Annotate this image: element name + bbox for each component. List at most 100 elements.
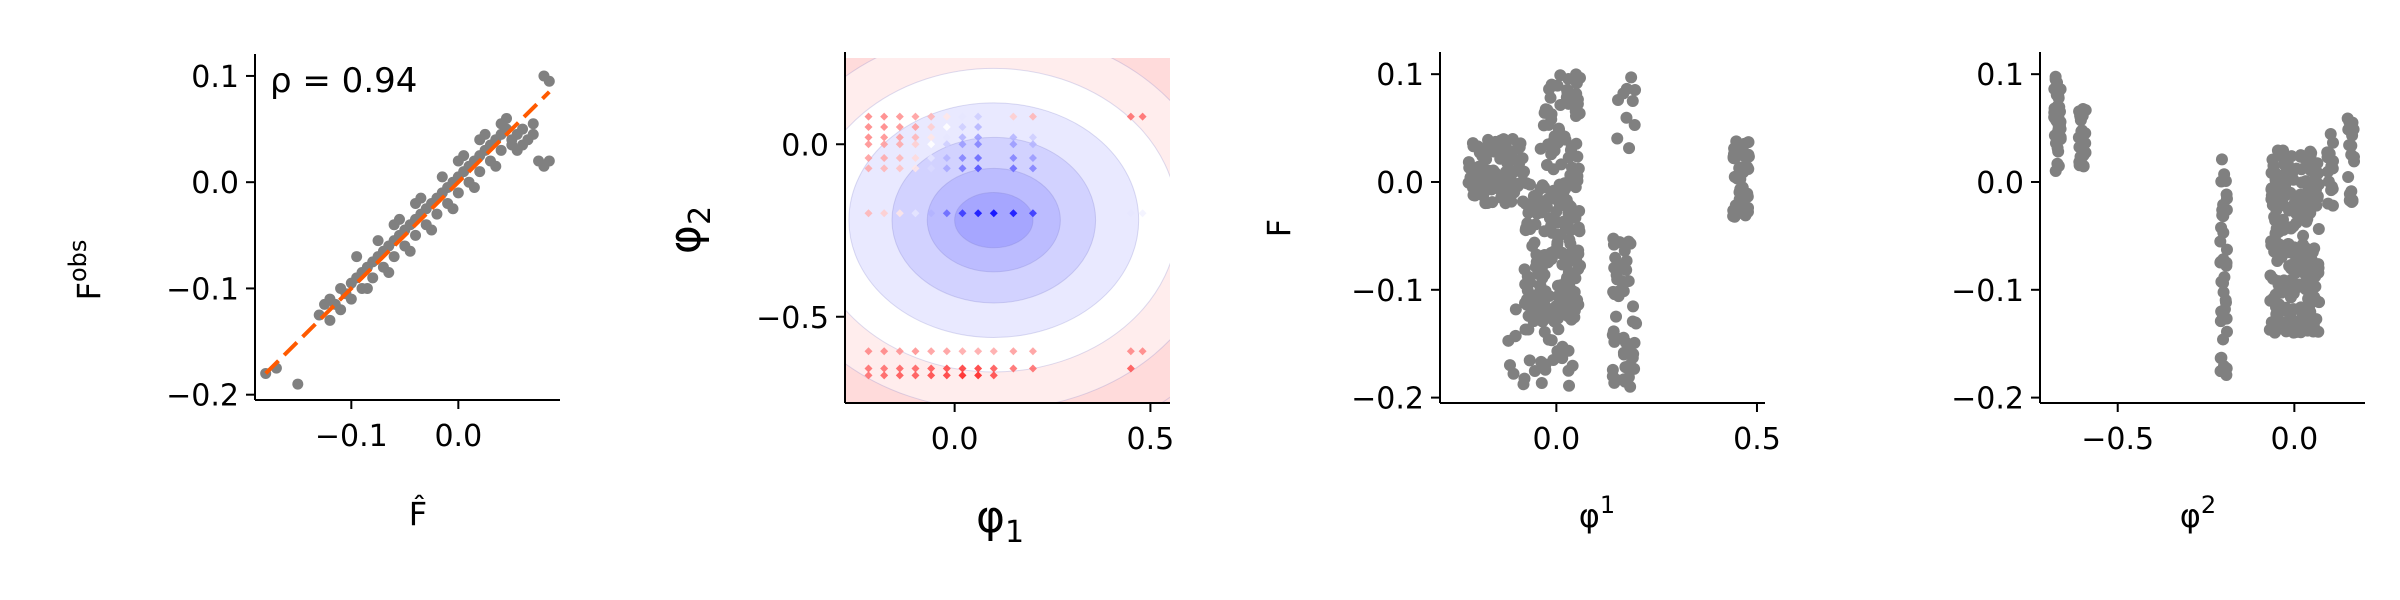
panel-3-data-point [1551,236,1564,249]
panel-2-marker [927,140,936,149]
panel-2-marker [1126,364,1135,373]
panel-3-data-point [1628,336,1641,349]
panel-1-y-tick-label: 0.1 [191,60,239,95]
panel-3-data-point [1516,152,1529,165]
panel-3-data-point [1734,173,1747,186]
panel-4-data-point [2052,85,2065,98]
panel-2-marker [895,154,904,163]
panel-3-data-point [1628,119,1641,132]
panel-2-marker [911,371,920,380]
panel-1-y-tick-label: −0.1 [166,272,239,307]
panel-3-data-point [1625,71,1638,84]
panel-2-marker [958,371,967,380]
panel-2-marker [1009,209,1018,218]
panel-1-data-point [447,203,459,215]
panel-4-data-point [2299,241,2312,254]
panel-3-data-point [1551,290,1564,303]
panel-2-marker [958,364,967,373]
panel-1-data-point [527,128,539,140]
panel-2-contours [845,58,1170,403]
panel-1-data-point [324,314,336,326]
panel-4-data-point [2054,132,2067,145]
panel-2-marker [1138,209,1147,218]
panel-3-data-point [1571,93,1584,106]
panel-3-data-point [1501,156,1514,169]
panel-4-data-point [2048,112,2061,125]
panel-4-data-point [2217,286,2230,299]
panel-1-data-point [495,144,507,156]
panel-4-data-point [2310,193,2323,206]
panel-3-data-point [1565,284,1578,297]
panel-4-data-point [2327,155,2340,168]
panel-3-x-tick-label: 0.5 [1733,422,1781,457]
panel-3-data-point [1630,317,1643,330]
panel-4-data-point [2214,352,2227,365]
panel-3-data-point [1548,306,1561,319]
panel-1-data-point [527,118,539,130]
panel-2-markers [864,112,1147,380]
panel-4-data-point [2321,165,2334,178]
panel-2-marker [942,140,951,149]
panel-2-marker [911,133,920,142]
panel-3-data-point [1509,330,1522,343]
panel-2-marker [911,123,920,131]
panel-2-marker [880,209,889,218]
panel-4-data-point [2049,165,2062,178]
panel-1-points [260,70,555,390]
panel-4-data-point [2079,104,2092,117]
panel-2-marker [989,371,998,380]
panel-2-marker [895,164,904,173]
panel-2-marker [880,371,889,380]
panel-4-data-point [2287,303,2300,316]
panel-2-marker [880,112,889,121]
panel-2-marker [911,164,920,173]
panel-3-data-point [1564,299,1577,312]
panel-2-marker [958,112,967,121]
panel-3-data-point [1523,354,1536,367]
panel-3-data-point [1622,235,1635,248]
panel-3-data-point [1613,259,1626,272]
panel-3-data-point [1544,91,1557,104]
panel-3-data-point [1555,158,1568,171]
panel-2-marker [927,123,936,131]
panel-3-data-point [1521,284,1534,297]
panel-1-data-point [474,134,486,146]
panel-1-y-tick-label: −0.2 [166,379,239,414]
panel-3-data-point [1553,247,1566,260]
panel-3-data-point [1572,244,1585,257]
panel-2-marker [1009,154,1018,163]
panel-3-data-point [1548,130,1561,143]
panel-4-data-point [2308,291,2321,304]
panel-2-marker [1126,112,1135,121]
panel-2-marker [895,364,904,373]
panel-3-data-point [1728,210,1741,223]
panel-2-marker [942,364,951,373]
panel-2-marker [974,133,983,142]
panel-3-data-point [1477,188,1490,201]
panel-4-data-point [2326,136,2339,149]
panel-1-data-point [410,229,422,241]
panel-3-data-point [1505,195,1518,208]
panel-1-data-point [468,182,480,193]
panel-2-marker [942,123,951,131]
panel-2-marker [927,364,936,373]
panel-3-data-point [1523,178,1536,191]
panel-3-data-point [1552,323,1565,336]
panel-4-data-point [2295,203,2308,216]
panel-4-points [2048,70,2361,381]
panel-3-data-point [1626,94,1639,107]
panel-3-data-point [1573,107,1586,120]
panel-4-data-point [2220,325,2233,338]
panel-2-marker [895,347,904,356]
panel-1-fit-line [264,90,551,375]
panel-2-marker [880,347,889,356]
panel-4-data-point [2217,198,2230,211]
panel-4-data-point [2287,173,2300,186]
panel-1-data-point [345,293,357,305]
panel-1-data-point [361,282,373,294]
panel-2-y-axis-label: φ2 [660,206,718,254]
panel-2-marker [927,154,936,163]
panel-1-data-point [474,166,486,178]
panel-3-data-point [1571,150,1584,163]
panel-2-marker [942,209,951,218]
